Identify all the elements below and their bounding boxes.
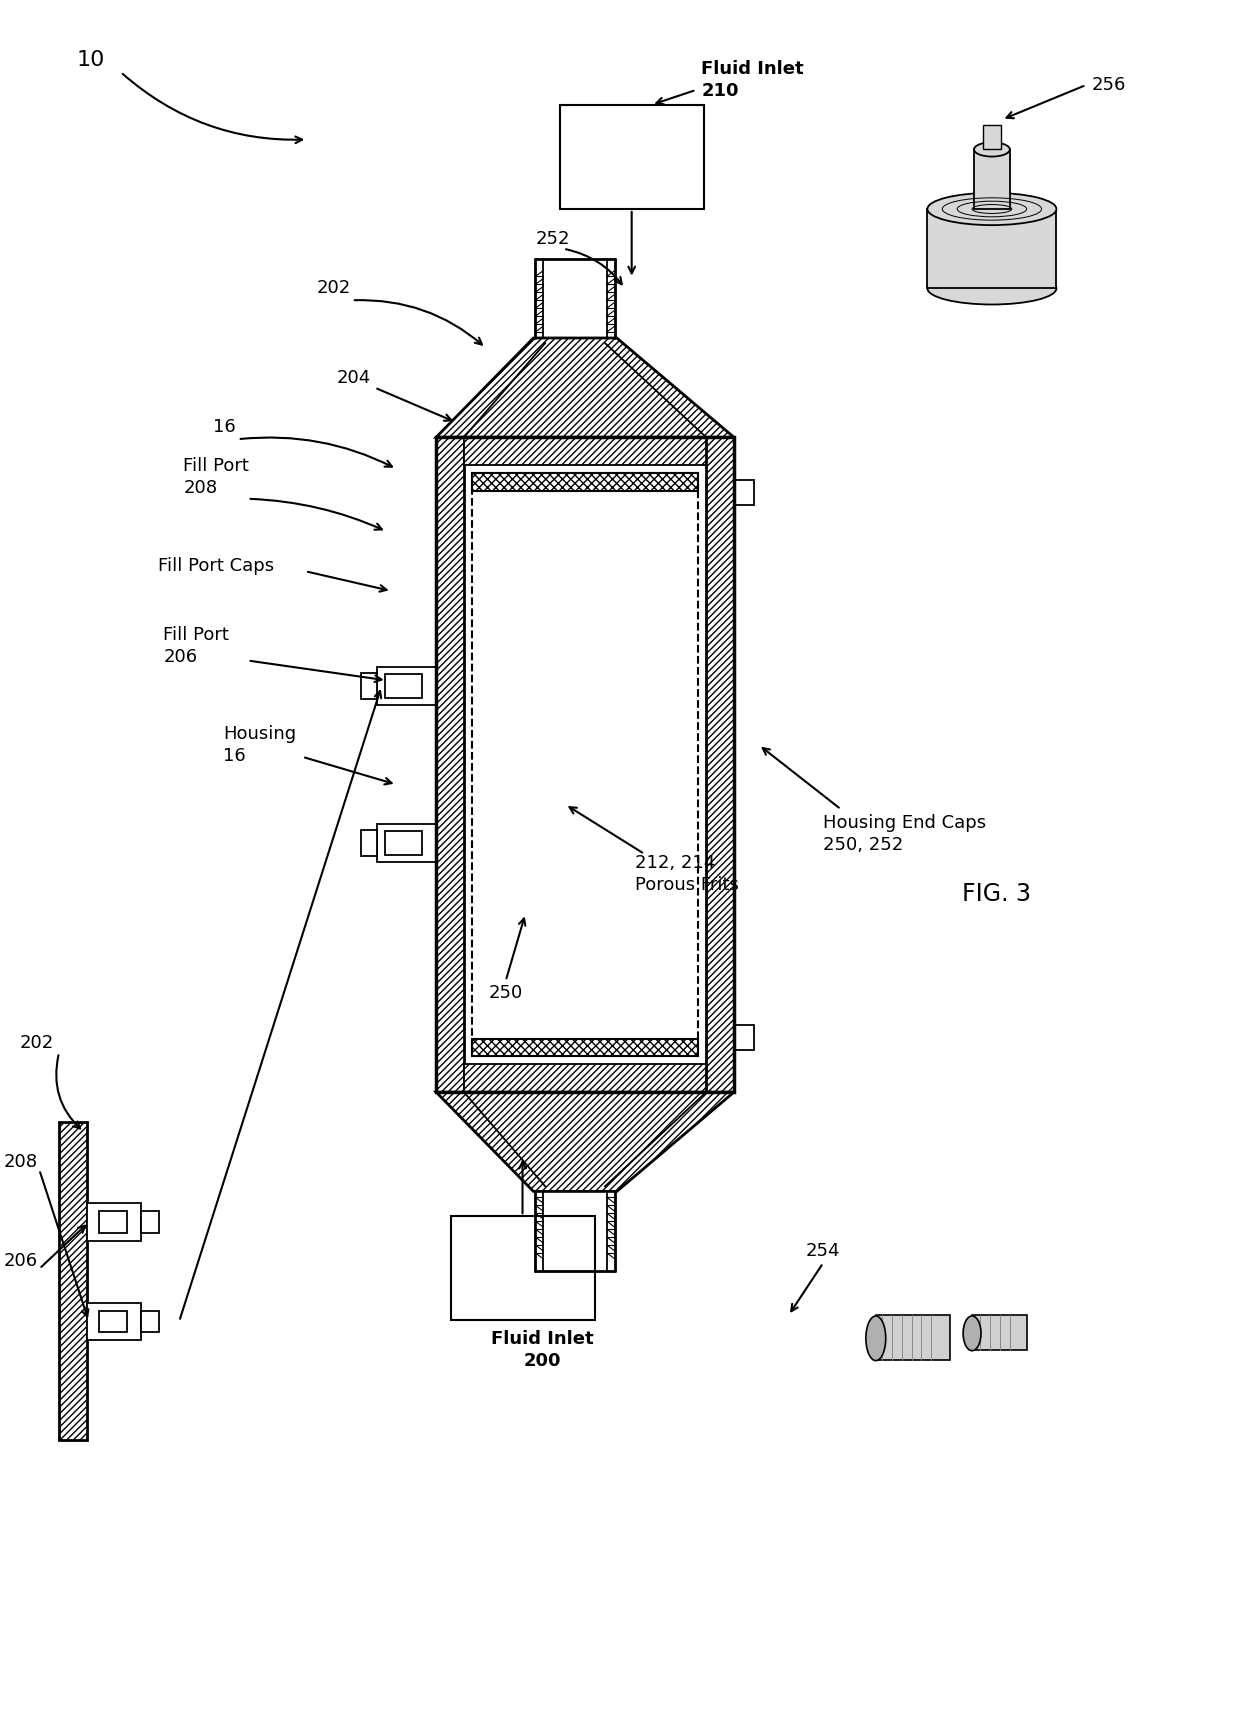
Bar: [361, 674, 377, 699]
Bar: [464, 437, 706, 464]
Bar: [361, 830, 377, 857]
Ellipse shape: [963, 1316, 981, 1351]
Bar: [436, 437, 734, 1092]
Bar: [377, 667, 436, 704]
Bar: [875, 1315, 950, 1361]
Bar: [706, 437, 734, 1092]
Bar: [972, 1315, 1027, 1351]
Bar: [384, 674, 423, 698]
Bar: [384, 831, 423, 855]
Text: Fill Port
208: Fill Port 208: [184, 458, 249, 497]
Bar: [141, 1311, 159, 1332]
Bar: [472, 1039, 698, 1056]
Text: Housing End Caps
250, 252: Housing End Caps 250, 252: [823, 814, 986, 854]
Polygon shape: [436, 338, 734, 437]
Ellipse shape: [866, 1316, 885, 1361]
Text: 256: 256: [1091, 75, 1126, 94]
Bar: [141, 1212, 159, 1232]
Bar: [464, 1064, 706, 1092]
Bar: [928, 209, 1056, 288]
Text: Fill Port Caps: Fill Port Caps: [159, 557, 274, 576]
Bar: [60, 1123, 87, 1440]
Ellipse shape: [928, 273, 1056, 305]
Bar: [451, 1217, 595, 1320]
Bar: [99, 1311, 126, 1332]
Bar: [734, 480, 754, 504]
Bar: [975, 149, 1009, 209]
Text: Fill Port
206: Fill Port 206: [164, 626, 229, 665]
Text: 208: 208: [4, 1152, 37, 1171]
Bar: [472, 473, 698, 1056]
Bar: [734, 1025, 754, 1049]
Ellipse shape: [975, 142, 1009, 156]
Bar: [436, 437, 464, 1092]
Ellipse shape: [928, 194, 1056, 225]
Text: 254: 254: [806, 1243, 841, 1260]
Text: 250: 250: [489, 984, 523, 1003]
Text: Fluid Inlet
210: Fluid Inlet 210: [701, 60, 804, 99]
Bar: [99, 1212, 126, 1232]
Text: Fluid Inlet
200: Fluid Inlet 200: [491, 1330, 594, 1369]
Text: 202: 202: [20, 1034, 55, 1052]
Polygon shape: [436, 1092, 734, 1191]
Bar: [87, 1203, 141, 1241]
Text: FIG. 3: FIG. 3: [962, 881, 1032, 905]
Text: 204: 204: [337, 369, 371, 387]
Bar: [87, 1303, 141, 1340]
Text: 252: 252: [536, 230, 570, 249]
Text: 10: 10: [77, 50, 105, 70]
Text: 206: 206: [4, 1251, 37, 1270]
Bar: [983, 125, 1001, 149]
Text: 202: 202: [317, 279, 351, 297]
Text: Housing
16: Housing 16: [223, 725, 296, 764]
Text: 16: 16: [213, 418, 236, 437]
Text: 212, 214
Porous Frits: 212, 214 Porous Frits: [635, 854, 739, 895]
Bar: [472, 473, 698, 490]
Bar: [377, 824, 436, 862]
Bar: [560, 105, 704, 209]
